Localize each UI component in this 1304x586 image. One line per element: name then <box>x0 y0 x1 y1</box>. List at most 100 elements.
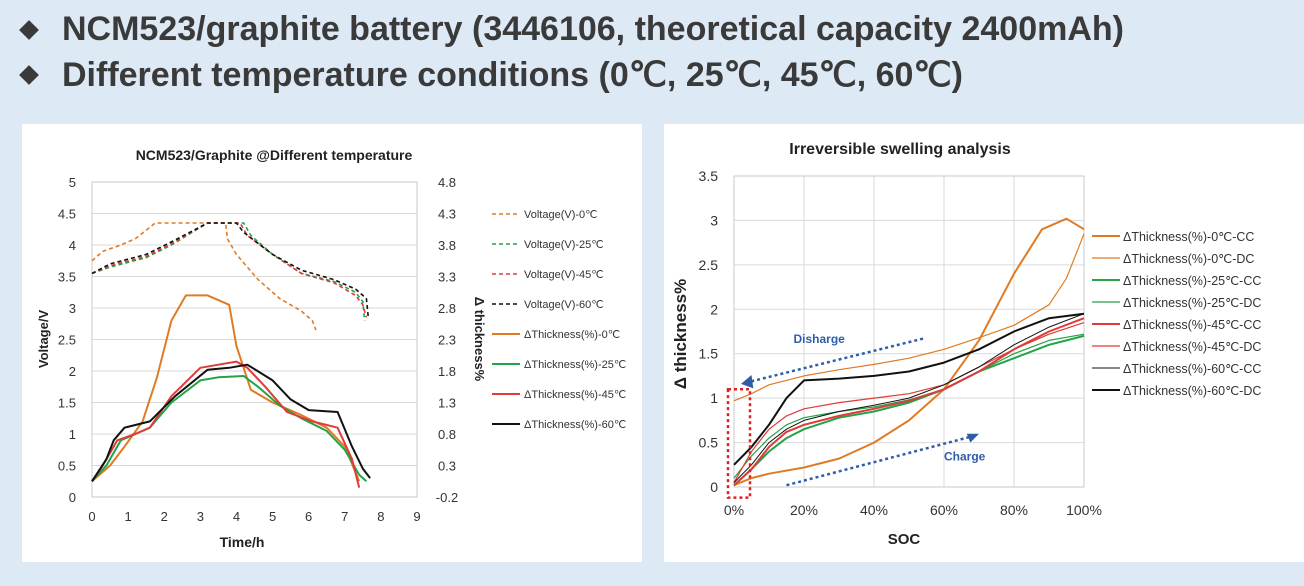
y-tick-label: 1 <box>710 390 718 406</box>
series-line-thickness-60-dc <box>733 312 1085 466</box>
y2-tick-label: 2.3 <box>438 333 456 348</box>
x-tick-label: 0 <box>88 509 95 524</box>
y-axis-label: Δ thickness% <box>671 279 690 389</box>
y2-tick-label: 4.8 <box>438 175 456 190</box>
plot-frame <box>91 181 418 498</box>
x-tick-label: 60% <box>930 502 958 518</box>
y2-tick-label: 1.8 <box>438 364 456 379</box>
series-line-thickness-45 <box>91 360 361 488</box>
y-tick-label: 3 <box>710 212 718 228</box>
series-line-thickness-45-dc <box>733 322 1085 483</box>
series-line-thickness-60 <box>91 363 371 482</box>
y2-tick-label: 0.3 <box>438 459 456 474</box>
y-tick-label: 1 <box>69 427 76 442</box>
series-line-thickness-25-dc <box>733 333 1085 479</box>
legend-label: ΔThickness(%)-60℃ <box>524 419 626 431</box>
series-line-voltage-v-45 <box>91 222 368 318</box>
legend-label: ΔThickness(%)-60℃-DC <box>1123 384 1261 398</box>
chart-title: NCM523/Graphite @Different temperature <box>136 147 413 163</box>
y-tick-label: 5 <box>69 175 76 190</box>
y2-axis-label: Δ thickness% <box>472 297 487 382</box>
series-line-thickness-0-cc <box>733 217 1085 487</box>
y-axis-label: Voltage/V <box>36 310 51 369</box>
y-tick-label: 0 <box>69 490 76 505</box>
y-tick-label: 1.5 <box>58 396 76 411</box>
series-line-voltage-v-0 <box>91 222 317 331</box>
x-tick-label: 7 <box>341 509 348 524</box>
x-tick-label: 100% <box>1066 502 1102 518</box>
swelling-analysis-chart: Irreversible swelling analysis 0 0.5 1 1.5 2 2… <box>671 141 1261 548</box>
chart-title: Irreversible swelling analysis <box>789 141 1011 158</box>
y2-tick-label: -0.2 <box>436 490 458 505</box>
legend-label: ΔThickness(%)-45℃-DC <box>1123 340 1261 354</box>
highlight-box <box>726 388 752 499</box>
legend-label: ΔThickness(%)-0℃-DC <box>1123 252 1254 266</box>
swelling-chart-panel: Irreversible swelling analysis 0 0.5 1 1.5 2 2… <box>664 124 1304 562</box>
legend-label: ΔThickness(%)-25℃-DC <box>1123 296 1261 310</box>
legend-label: ΔThickness(%)-45℃ <box>524 389 626 401</box>
header-line-1: NCM523/graphite battery (3446106, theore… <box>14 10 1124 49</box>
series-line-thickness-60-cc <box>733 313 1085 483</box>
y-tick-label: 4.5 <box>58 207 76 222</box>
header-line-1-text: NCM523/graphite battery (3446106, theore… <box>62 10 1125 48</box>
x-tick-label: 5 <box>269 509 276 524</box>
y2-tick-label: 3.3 <box>438 270 456 285</box>
x-tick-label: 6 <box>305 509 312 524</box>
y2-tick-label: 2.8 <box>438 301 456 316</box>
y2-tick-label: 4.3 <box>438 207 456 222</box>
header-line-2-text: Different temperature conditions (0℃, 25… <box>62 56 963 94</box>
y-tick-label: 1.5 <box>699 346 719 362</box>
legend-label: Voltage(V)-60℃ <box>524 299 604 311</box>
y-tick-label: 2.5 <box>58 333 76 348</box>
charge-arrowhead <box>966 433 979 443</box>
x-tick-label: 9 <box>413 509 420 524</box>
x-axis-label: SOC <box>888 531 921 548</box>
discharge-arrowhead <box>741 375 754 389</box>
y2-tick-label: 3.8 <box>438 238 456 253</box>
series-line-voltage-v-60 <box>91 222 370 318</box>
header-line-2: Different temperature conditions (0℃, 25… <box>14 55 963 95</box>
discharge-label: Disharge <box>794 332 846 346</box>
x-tick-label: 0% <box>724 502 744 518</box>
legend-label: Voltage(V)-25℃ <box>524 239 604 251</box>
legend-label: ΔThickness(%)-25℃ <box>524 359 626 371</box>
charge-arrow <box>786 434 976 487</box>
x-tick-label: 4 <box>233 509 240 524</box>
charge-label: Charge <box>944 449 986 463</box>
legend-label: ΔThickness(%)-0℃-CC <box>1123 230 1254 244</box>
y-tick-label: 3.5 <box>58 270 76 285</box>
y-tick-label: 0.5 <box>699 435 719 451</box>
x-tick-label: 40% <box>860 502 888 518</box>
x-tick-label: 2 <box>161 509 168 524</box>
legend-label: ΔThickness(%)-0℃ <box>524 329 620 341</box>
x-tick-label: 8 <box>377 509 384 524</box>
y-tick-label: 0.5 <box>58 459 76 474</box>
series-line-thickness-0 <box>91 294 361 483</box>
plot-frame <box>733 175 1085 488</box>
x-tick-label: 80% <box>1000 502 1028 518</box>
legend-label: ΔThickness(%)-60℃-CC <box>1123 362 1261 376</box>
y2-tick-label: 1.3 <box>438 396 456 411</box>
series-line-thickness-0-dc <box>733 233 1085 402</box>
voltage-thickness-chart: NCM523/Graphite @Different temperature00… <box>36 147 626 550</box>
diamond-bullet-icon <box>19 19 39 40</box>
discharge-arrow <box>744 337 924 385</box>
y2-tick-label: 0.8 <box>438 427 456 442</box>
y-tick-label: 2.5 <box>699 257 719 273</box>
diamond-bullet-icon <box>19 65 39 85</box>
series-line-thickness-25-cc <box>733 334 1085 486</box>
series-line-voltage-v-25 <box>91 222 366 321</box>
x-axis-label: Time/h <box>220 534 265 550</box>
y-tick-label: 0 <box>710 479 718 495</box>
y-tick-label: 4 <box>69 238 76 253</box>
y-tick-label: 2 <box>69 364 76 379</box>
legend-label: ΔThickness(%)-45℃-CC <box>1123 318 1261 332</box>
x-tick-label: 1 <box>124 509 131 524</box>
voltage-thickness-chart-panel: NCM523/Graphite @Different temperature 0 0… <box>22 124 642 562</box>
legend-label: ΔThickness(%)-25℃-CC <box>1123 274 1261 288</box>
legend-label: Voltage(V)-45℃ <box>524 269 604 281</box>
y-tick-label: 2 <box>710 301 718 317</box>
legend-label: Voltage(V)-0℃ <box>524 209 598 221</box>
x-tick-label: 20% <box>790 502 818 518</box>
y-tick-label: 3.5 <box>699 168 719 184</box>
